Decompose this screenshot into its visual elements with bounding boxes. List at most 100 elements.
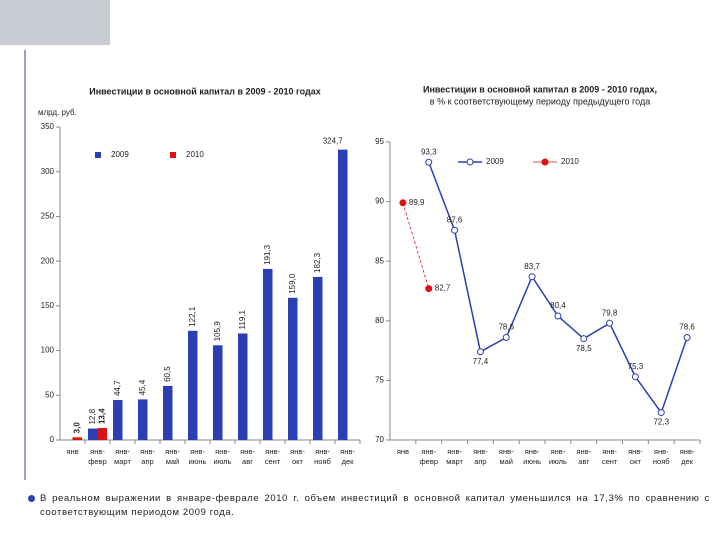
legend-marker	[466, 158, 474, 166]
value-label: 44,7	[113, 380, 122, 396]
line	[428, 161, 688, 415]
point	[683, 333, 691, 341]
x-tick-label: янв-июль	[549, 447, 567, 466]
y-axis-label: млрд. руб.	[38, 108, 77, 117]
y-tick-label: 85	[375, 256, 384, 265]
point	[476, 348, 484, 356]
x-tick-label: янв-март	[114, 447, 131, 466]
note: В реальном выражении в январе-феврале 20…	[28, 493, 710, 518]
x-tick-label: янв-июль	[214, 447, 232, 466]
value-label: 78,5	[576, 344, 592, 353]
x-tick-label: янв	[397, 447, 409, 456]
value-label: 93,3	[421, 147, 437, 156]
point	[425, 158, 433, 166]
y-tick-label: 250	[41, 212, 55, 221]
point	[451, 226, 459, 234]
x-tick-label: янв	[66, 447, 78, 456]
value-label: 89,9	[409, 198, 425, 207]
y-tick-label: 350	[41, 122, 55, 131]
bar	[72, 437, 82, 440]
x-tick-label: янв-нояб	[653, 447, 670, 466]
x-tick-label: янв-февр	[420, 447, 439, 466]
x-tick-label: янв-сент	[602, 447, 618, 466]
legend-label: 2009	[486, 157, 504, 166]
value-label: 13,4	[97, 408, 106, 424]
value-label: 105,9	[213, 321, 222, 342]
y-tick-label: 70	[375, 435, 384, 444]
x-tick-label: янв-июнь	[189, 447, 207, 466]
x-tick-label: янв-дек	[340, 447, 355, 466]
chart-subtitle: в % к соответствующему периоду предыдуще…	[430, 96, 650, 106]
point	[657, 409, 665, 417]
x-tick-label: янв-нояб	[314, 447, 331, 466]
y-tick-label: 300	[41, 167, 55, 176]
x-tick-label: янв-сент	[265, 447, 281, 466]
x-tick-label: янв-апр	[473, 447, 488, 466]
y-tick-label: 50	[45, 390, 54, 399]
value-label: 78,6	[498, 323, 514, 332]
x-tick-label: янв-окт	[290, 447, 305, 466]
point	[606, 319, 614, 327]
chart-title: Инвестиции в основной капитал в 2009 - 2…	[89, 86, 321, 96]
value-label: 77,4	[473, 357, 489, 366]
value-label: 79,8	[602, 308, 618, 317]
y-tick-label: 100	[41, 346, 55, 355]
bar	[138, 399, 148, 440]
y-tick-label: 150	[41, 301, 55, 310]
value-label: 182,3	[313, 252, 322, 273]
bar	[188, 330, 198, 440]
bar	[288, 297, 298, 440]
y-tick-label: 0	[50, 435, 55, 444]
y-tick-label: 200	[41, 256, 55, 265]
legend-label: 2009	[111, 150, 129, 159]
x-tick-label: янв-июнь	[523, 447, 541, 466]
x-tick-label: янв-окт	[628, 447, 643, 466]
bar	[113, 400, 123, 440]
value-label: 78,6	[679, 323, 695, 332]
point	[554, 312, 562, 320]
x-tick-label: янв-май	[165, 447, 180, 466]
value-label: 3,0	[72, 422, 81, 434]
legend-swatch	[170, 152, 176, 158]
point	[425, 285, 433, 293]
bar	[88, 428, 98, 440]
x-tick-label: янв-февр	[88, 447, 107, 466]
y-tick-label: 80	[375, 316, 384, 325]
value-label: 87,6	[447, 215, 463, 224]
line	[402, 202, 430, 289]
bar	[238, 333, 248, 440]
x-tick-label: янв-авг	[240, 447, 255, 466]
value-label: 83,7	[524, 262, 540, 271]
y-tick-label: 95	[375, 137, 384, 146]
bar	[213, 345, 223, 440]
value-label: 45,4	[138, 379, 147, 395]
y-tick-label: 75	[375, 376, 384, 385]
point	[528, 273, 536, 281]
value-label: 75,3	[628, 362, 644, 371]
value-label: 80,4	[550, 301, 566, 310]
value-label: 324,7	[323, 137, 344, 146]
value-label: 191,3	[263, 244, 272, 265]
legend-marker	[541, 158, 549, 166]
value-label: 82,7	[435, 284, 451, 293]
bar	[163, 385, 173, 440]
legend-label: 2010	[186, 150, 204, 159]
x-tick-label: янв-май	[499, 447, 514, 466]
bar	[97, 428, 107, 440]
x-tick-label: янв-дек	[680, 447, 695, 466]
x-tick-label: янв-март	[446, 447, 463, 466]
bar	[338, 149, 348, 440]
value-label: 72,3	[653, 418, 669, 427]
decor-image	[0, 0, 110, 45]
bar	[313, 276, 323, 440]
x-tick-label: янв-апр	[140, 447, 155, 466]
value-label: 119,1	[238, 310, 247, 330]
x-tick-label: янв-авг	[576, 447, 591, 466]
point	[502, 333, 510, 341]
point	[631, 373, 639, 381]
value-label: 60,5	[163, 366, 172, 382]
y-tick-label: 90	[375, 197, 384, 206]
legend-label: 2010	[561, 157, 579, 166]
